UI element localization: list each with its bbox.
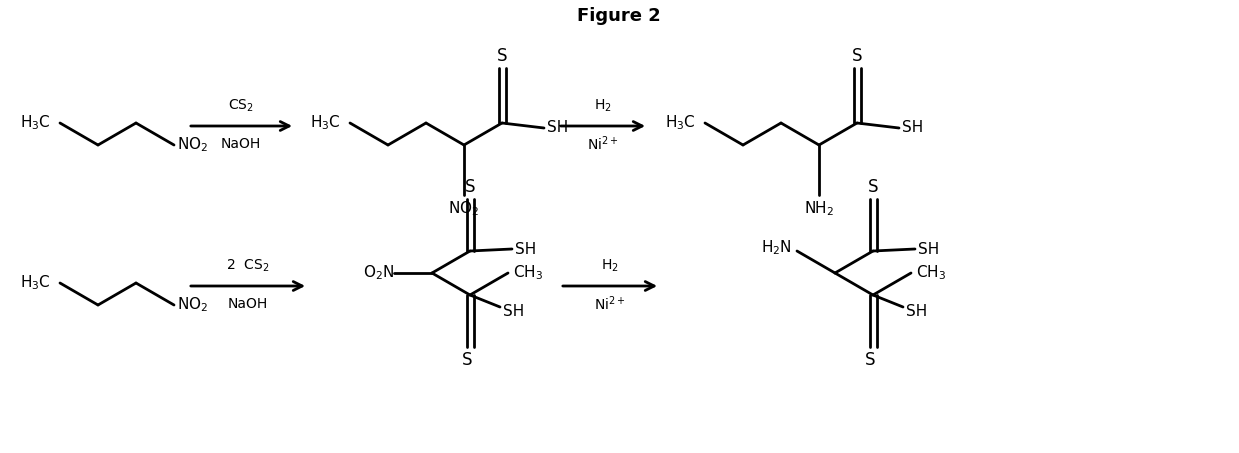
Text: CS$_2$: CS$_2$ [228,98,254,114]
Text: S: S [462,351,472,369]
Text: Figure 2: Figure 2 [577,7,660,25]
Text: NO$_2$: NO$_2$ [177,135,208,154]
Text: CH$_3$: CH$_3$ [513,264,543,282]
Text: O$_2$N: O$_2$N [363,264,394,282]
Text: H$_3$C: H$_3$C [20,114,51,132]
Text: CH$_3$: CH$_3$ [916,264,947,282]
Text: H$_2$N: H$_2$N [761,239,792,257]
Text: S: S [865,351,875,369]
Text: H$_2$: H$_2$ [601,258,620,274]
Text: Ni$^{2+}$: Ni$^{2+}$ [587,135,618,153]
Text: SH: SH [906,304,927,318]
Text: S: S [465,178,476,196]
Text: Ni$^{2+}$: Ni$^{2+}$ [595,295,626,313]
Text: NO$_2$: NO$_2$ [177,296,208,314]
Text: NaOH: NaOH [228,297,268,311]
Text: H$_2$: H$_2$ [595,98,612,114]
Text: NH$_2$: NH$_2$ [804,200,834,218]
Text: S: S [851,47,862,65]
Text: NO$_2$: NO$_2$ [449,200,479,218]
Text: H$_3$C: H$_3$C [665,114,695,132]
Text: NaOH: NaOH [221,137,261,151]
Text: H$_3$C: H$_3$C [310,114,341,132]
Text: SH: SH [902,120,923,135]
Text: S: S [867,178,878,196]
Text: SH: SH [546,120,569,135]
Text: H$_3$C: H$_3$C [20,274,51,292]
Text: SH: SH [503,304,524,318]
Text: SH: SH [515,241,536,256]
Text: SH: SH [918,241,939,256]
Text: S: S [497,47,507,65]
Text: 2  CS$_2$: 2 CS$_2$ [227,258,270,274]
